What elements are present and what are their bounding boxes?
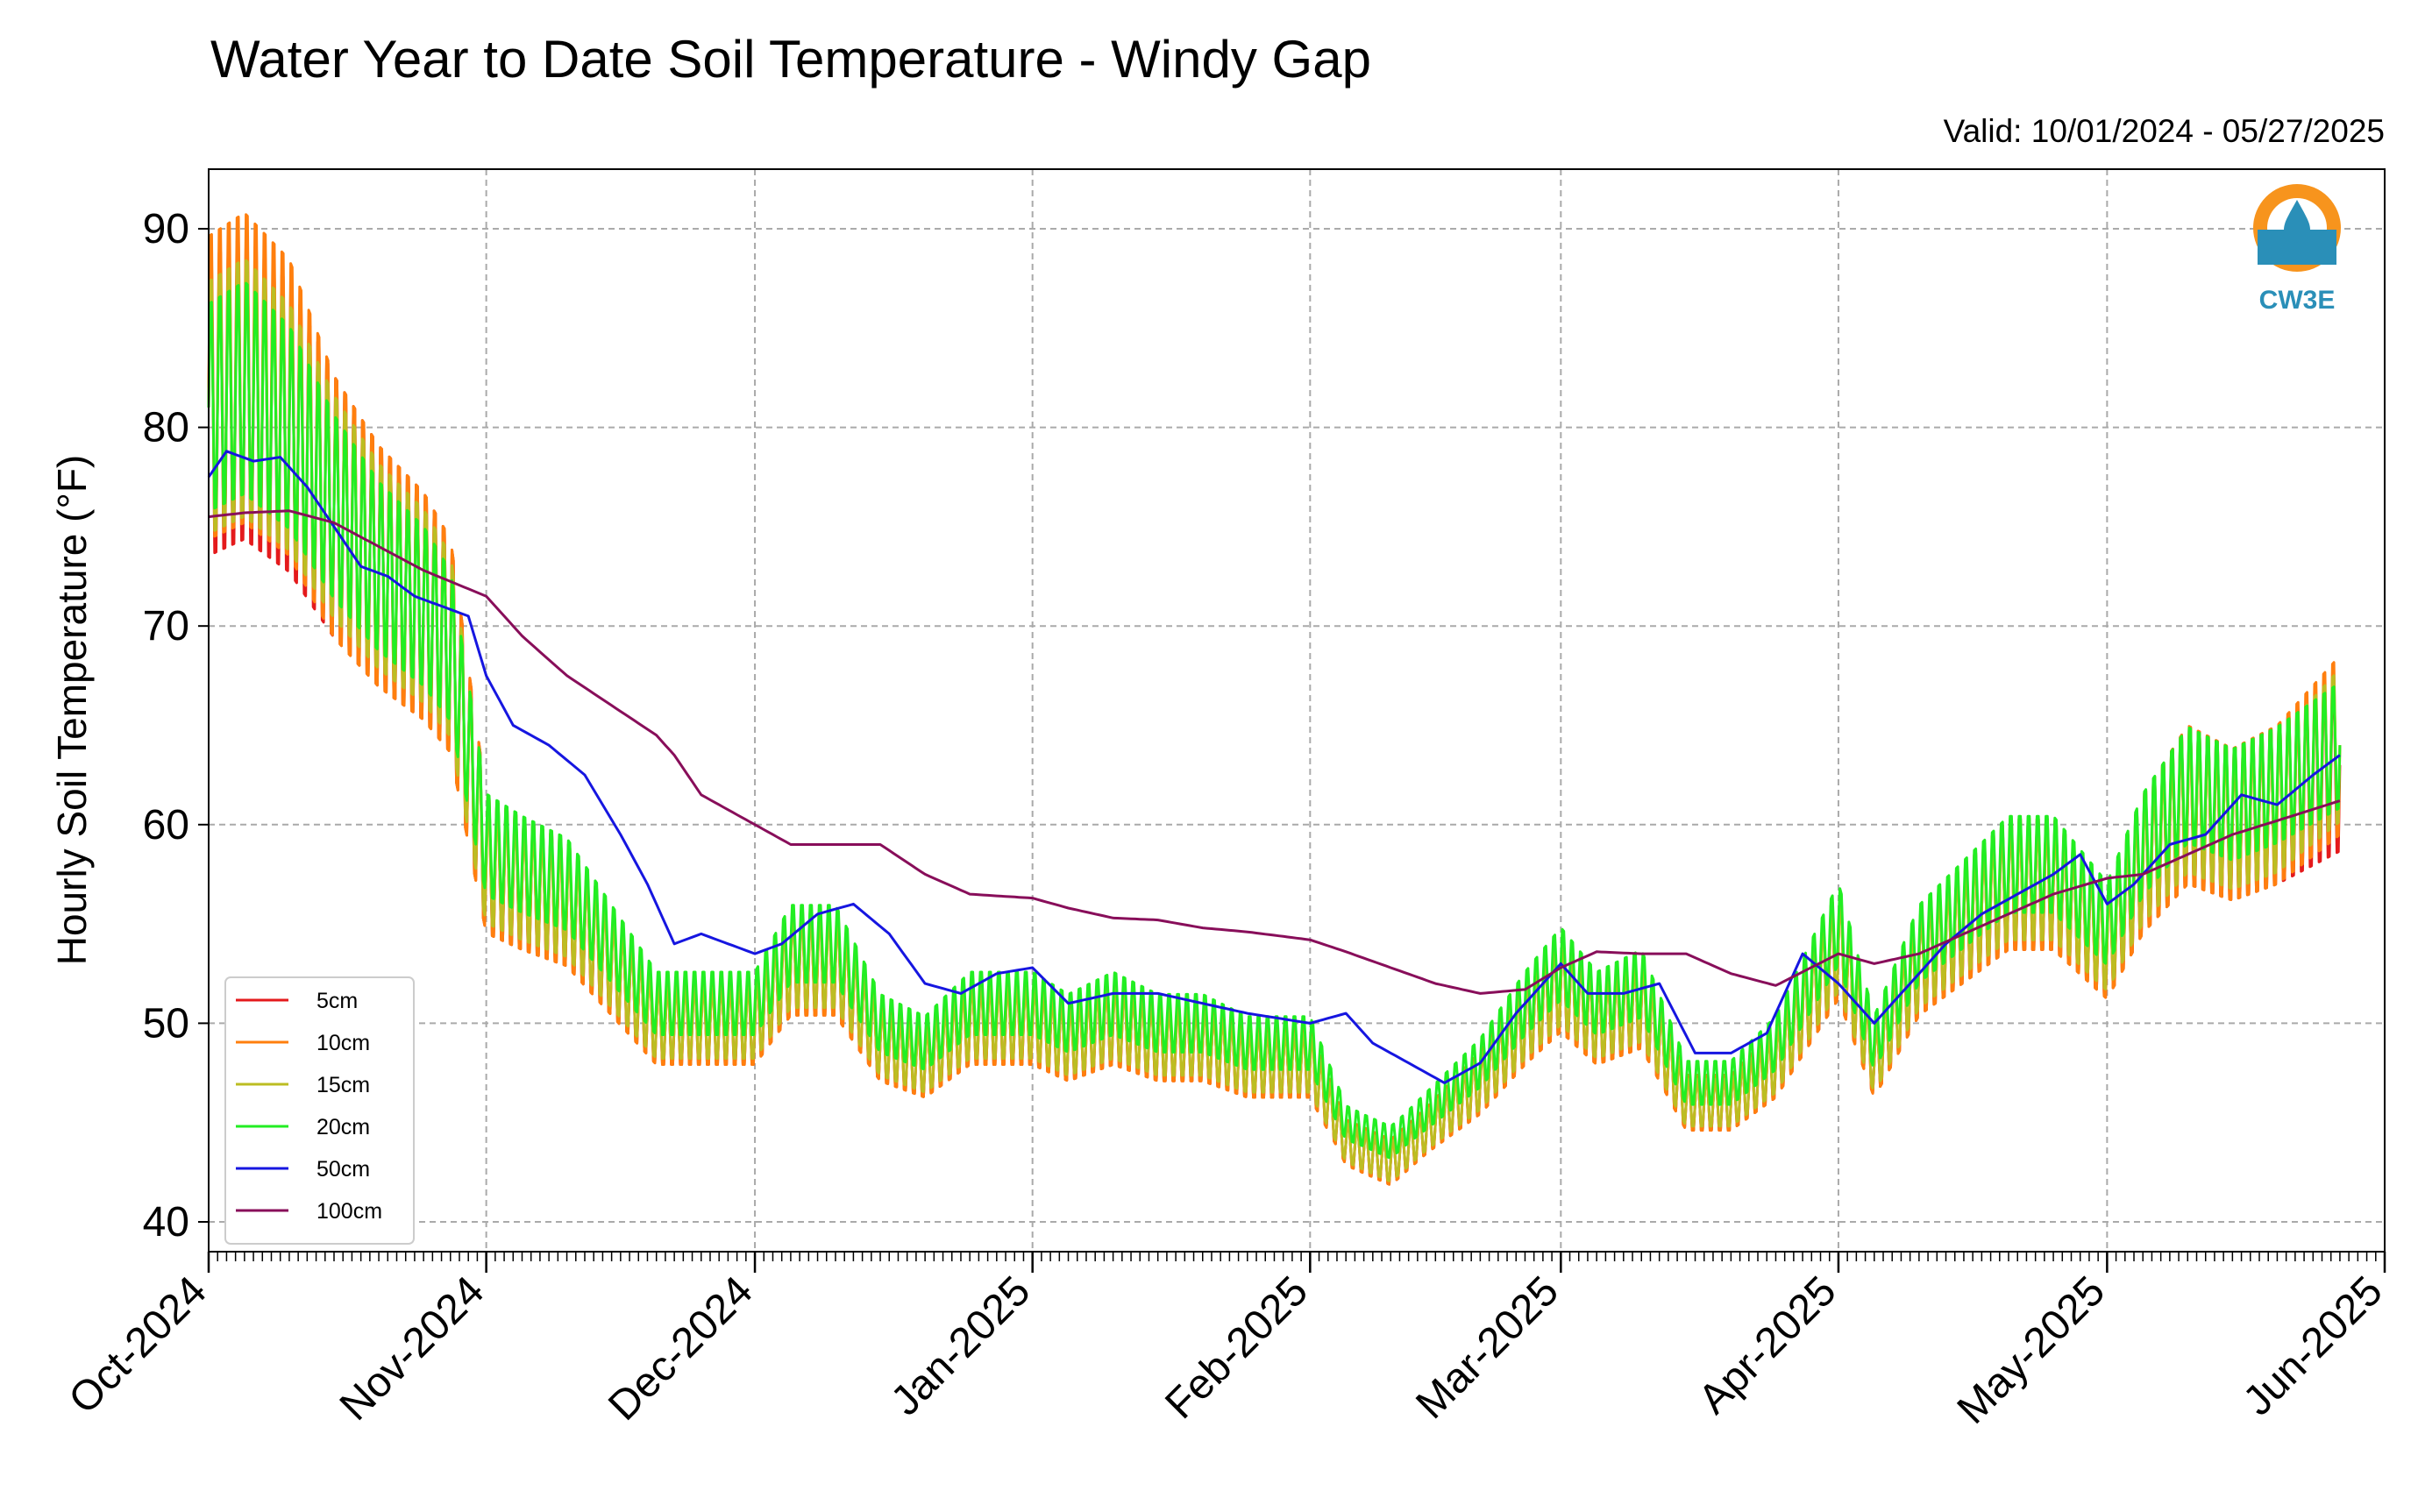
legend: 5cm 10cm 15cm 20cm 50cm 100cm — [224, 976, 415, 1245]
x-tick-label: Dec-2024 — [600, 1267, 762, 1430]
y-axis: 40 50 60 70 80 90 — [143, 206, 209, 1246]
y-tick-label: 40 — [143, 1199, 189, 1246]
plot-lines — [207, 213, 2342, 1186]
legend-label: 20cm — [316, 1115, 370, 1139]
legend-label: 10cm — [316, 1031, 370, 1055]
grid-lines — [209, 169, 2385, 1252]
x-tick-label: Jan-2025 — [882, 1267, 1039, 1424]
series-line-50cm — [207, 450, 2341, 1084]
legend-label: 5cm — [316, 989, 358, 1013]
legend-label: 50cm — [316, 1157, 370, 1182]
series-line-20cm — [207, 281, 2342, 1160]
legend-label: 100cm — [316, 1199, 382, 1224]
x-tick-label: Mar-2025 — [1407, 1267, 1568, 1428]
plot-frame — [208, 168, 2386, 1253]
valid-date-range: Valid: 10/01/2024 - 05/27/2025 — [1944, 113, 2385, 149]
series-line-100cm — [208, 509, 2341, 995]
legend-box — [224, 976, 415, 1245]
y-tick-label: 70 — [143, 603, 189, 650]
legend-label: 15cm — [316, 1073, 370, 1097]
x-tick-label: Jun-2025 — [2235, 1267, 2392, 1424]
logo-drop-icon — [2284, 200, 2310, 243]
x-tick-label: Feb-2025 — [1156, 1267, 1317, 1428]
x-axis: Oct-2024 Nov-2024 Dec-2024 Jan-2025 Feb-2025… — [60, 1252, 2392, 1433]
x-tick-label: Apr-2025 — [1690, 1267, 1846, 1423]
y-axis-label: Hourly Soil Temperature (°F) — [49, 455, 95, 966]
x-tick-label: Nov-2024 — [331, 1267, 494, 1430]
chart-title: Water Year to Date Soil Temperature - Wi… — [210, 30, 1371, 89]
x-tick-label: May-2025 — [1949, 1267, 2114, 1432]
y-tick-label: 90 — [143, 206, 189, 252]
y-tick-label: 80 — [143, 405, 189, 451]
x-tick-label: Oct-2024 — [60, 1267, 216, 1423]
y-tick-label: 50 — [143, 1000, 189, 1047]
y-tick-label: 60 — [143, 802, 189, 848]
cw3e-logo: CW3E — [2253, 184, 2341, 315]
logo-text: CW3E — [2259, 286, 2336, 315]
